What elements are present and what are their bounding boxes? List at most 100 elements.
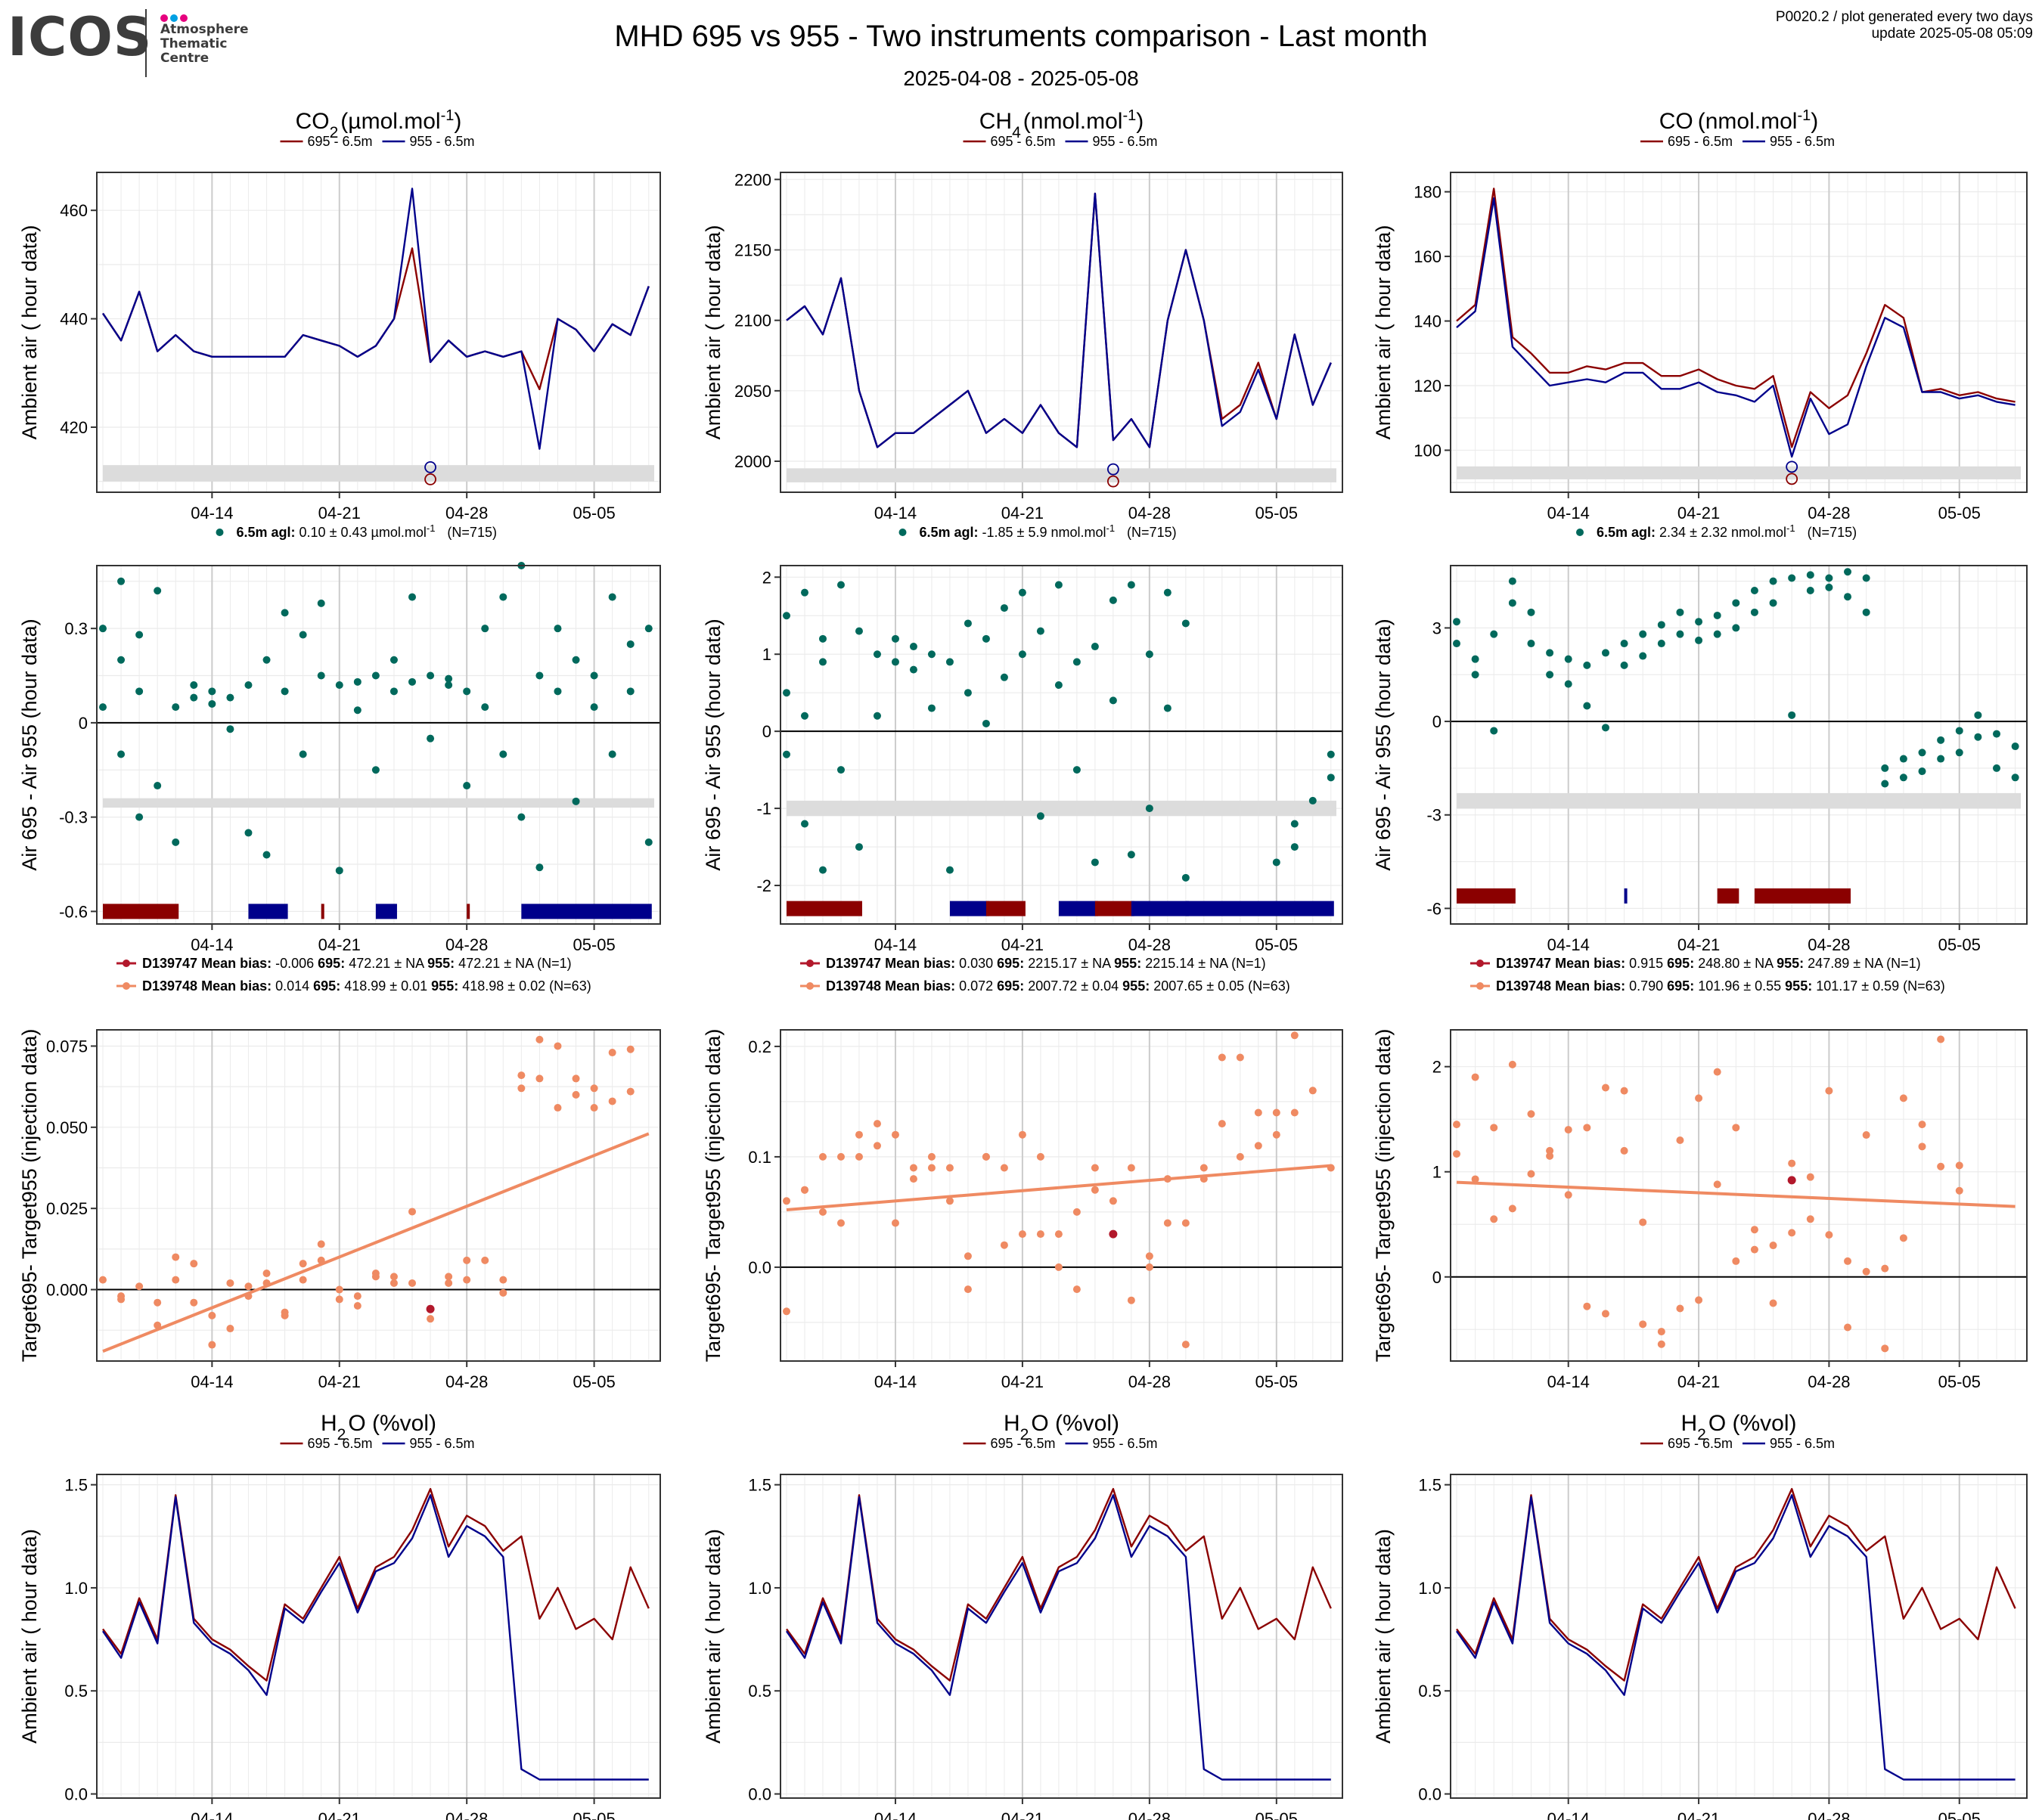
data-point [1145, 805, 1153, 813]
legend-part: D139748 [826, 978, 885, 994]
y-tick-label: -0.3 [59, 808, 88, 827]
data-point [572, 1090, 580, 1099]
x-tick-label: 04-21 [318, 935, 361, 954]
data-point [1881, 764, 1889, 772]
panel-title: CO2 (µmol.mol-1) [296, 107, 462, 141]
calibration-marker [424, 473, 436, 485]
legend-part: 2007.72 ± 0.04 [1028, 978, 1122, 994]
data-point [1583, 1302, 1591, 1310]
data-point [1471, 1073, 1479, 1081]
legend-label-955: 955 - 6.5m [1093, 134, 1158, 149]
data-point [317, 1240, 325, 1248]
data-point [281, 687, 289, 696]
data-point [1091, 1164, 1099, 1172]
data-point [836, 581, 845, 589]
data-point [1974, 733, 1982, 741]
legend-part: 695: [318, 956, 349, 971]
data-point [1181, 1341, 1190, 1349]
legend-part: 695: [313, 978, 344, 994]
plot-frame [96, 172, 661, 493]
title-superscript: -1 [1797, 107, 1811, 124]
x-tick-label: 05-05 [1938, 935, 1981, 954]
plot-frame [780, 172, 1343, 493]
data-point [299, 1276, 307, 1284]
data-point [1713, 1068, 1721, 1076]
data-point [154, 1298, 162, 1307]
data-point [1583, 702, 1591, 710]
legend-part: 101.96 ± 0.55 [1698, 978, 1785, 994]
panel-title: CO (nmol.mol-1) [1659, 107, 1819, 134]
data-point [783, 612, 790, 620]
plot-background [1451, 172, 2027, 492]
data-point [427, 734, 435, 743]
data-point [445, 1273, 453, 1281]
data-point [1308, 796, 1317, 805]
data-point [1862, 1131, 1870, 1139]
data-point [535, 671, 544, 680]
data-point [226, 725, 234, 733]
calibration-band [1457, 792, 2021, 809]
legend-text: D139747 Mean bias: 0.915 695: 248.80 ± N… [1496, 956, 1921, 971]
legend-superscript: -1 [427, 522, 436, 534]
legend-swatch [216, 529, 224, 536]
data-point [317, 671, 325, 680]
y-tick-label: 0 [1432, 1268, 1442, 1287]
data-point [1769, 577, 1777, 585]
trend-line [102, 1132, 650, 1353]
data-point [1992, 730, 2000, 738]
legend-swatch-dot [806, 960, 814, 967]
plot-frame [96, 1474, 661, 1799]
data-point [299, 631, 307, 639]
title-unit: O (%vol) [1031, 1411, 1119, 1436]
data-point [1199, 1164, 1208, 1172]
y-tick-label: 2 [1432, 1058, 1442, 1077]
data-point [945, 1164, 954, 1172]
data-point [1955, 1186, 1963, 1195]
data-point [208, 687, 216, 696]
x-tick-label: 04-14 [874, 504, 917, 522]
x-tick-label: 04-14 [874, 1809, 917, 1820]
legend-part: 0.072 [959, 978, 997, 994]
data-point [909, 665, 917, 674]
data-point [1806, 571, 1814, 579]
data-point [463, 687, 471, 696]
legend-swatch-dot [123, 960, 130, 967]
plot-frame [96, 565, 661, 925]
legend-text: D139747 Mean bias: 0.030 695: 2215.17 ± … [826, 956, 1266, 971]
chart-panel-co2-ambient: 420 440 460 04-14 04-21 04-28 05-05 Ambient air… [18, 107, 661, 522]
legend-part: D139748 [1496, 978, 1555, 994]
data-point [1091, 643, 1099, 651]
logo-sub-line: Thematic [160, 36, 228, 51]
data-point [1620, 640, 1628, 648]
flag-bar [321, 904, 324, 919]
flag-bar [521, 904, 652, 919]
y-axis-label: Ambient air ( hour data) [18, 1529, 41, 1744]
x-tick-label: 04-14 [191, 935, 233, 954]
data-point [1732, 599, 1740, 607]
data-point [499, 1288, 507, 1297]
data-point [1181, 619, 1190, 628]
plot-frame [1450, 1029, 2028, 1362]
logo-subtitle: Atmosphere Thematic Centre [160, 23, 249, 66]
chart-panel-co2-target: 0.000 0.025 0.050 0.075 04-14 04-21 04-28 05-05… [18, 956, 661, 1391]
data-point [1091, 858, 1099, 867]
data-point [927, 650, 936, 659]
plot-background [97, 172, 660, 492]
flag-bar [1094, 901, 1134, 916]
legend-key: 6.5m agl: [237, 525, 299, 540]
data-point [299, 750, 307, 758]
data-point [1639, 630, 1647, 638]
legend-value: -1.85 ± 5.9 nmol.mol [982, 525, 1106, 540]
y-tick-label: 140 [1414, 312, 1442, 331]
x-tick-label: 05-05 [1255, 1372, 1298, 1391]
data-point [1732, 624, 1740, 632]
data-point [1054, 581, 1063, 589]
data-point [855, 627, 863, 635]
data-point [371, 1273, 380, 1281]
series-line-955-6-5m [1456, 197, 2016, 458]
data-point [590, 703, 598, 712]
data-point [1471, 655, 1479, 663]
x-tick-label: 05-05 [1938, 1372, 1981, 1391]
legend-part: 0.915 [1629, 956, 1667, 971]
data-point [353, 706, 362, 715]
